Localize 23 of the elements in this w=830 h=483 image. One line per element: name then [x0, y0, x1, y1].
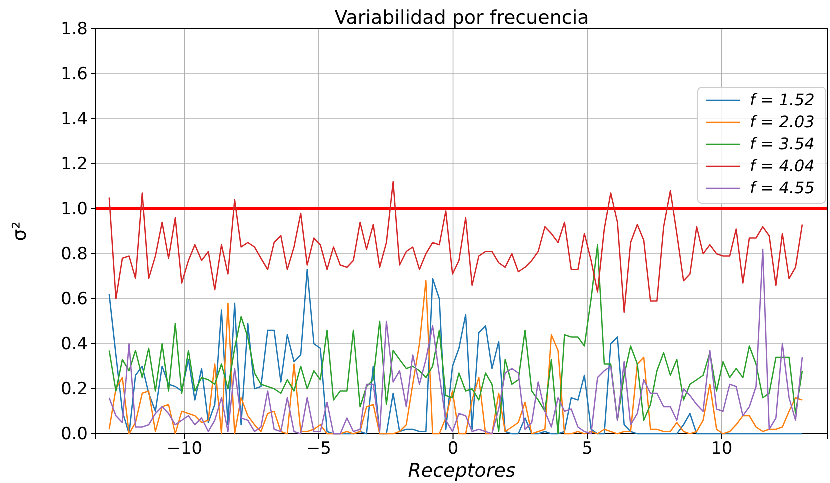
y-tick-label: 0.6 — [60, 289, 88, 310]
x-axis-title: Receptores — [408, 460, 516, 482]
legend-label: f = 1.52 — [750, 90, 815, 110]
x-tick-label: 0 — [448, 439, 459, 460]
y-tick-label: 0.2 — [60, 379, 88, 400]
y-tick-label: 1.0 — [60, 199, 88, 220]
y-tick-label: 1.6 — [60, 64, 88, 84]
y-tick-label: 0.8 — [60, 244, 88, 264]
y-tick-label: 0.4 — [60, 334, 88, 354]
legend-label: f = 4.04 — [750, 156, 815, 176]
x-tick-label: 10 — [711, 439, 733, 460]
y-tick-label: 1.8 — [60, 19, 88, 40]
x-tick-label: 5 — [582, 439, 593, 460]
y-tick-label: 0.0 — [60, 424, 88, 444]
y-tick-label: 1.2 — [60, 154, 88, 174]
x-tick-label: −10 — [166, 439, 203, 460]
chart-title: Variabilidad por frecuencia — [334, 7, 590, 29]
legend-label: f = 3.54 — [750, 134, 815, 154]
y-axis-title: σ² — [9, 222, 31, 242]
y-tick-label: 1.4 — [60, 109, 88, 130]
legend-label: f = 2.03 — [750, 112, 815, 132]
legend-label: f = 4.55 — [750, 178, 815, 198]
x-tick-label: −5 — [306, 439, 332, 460]
